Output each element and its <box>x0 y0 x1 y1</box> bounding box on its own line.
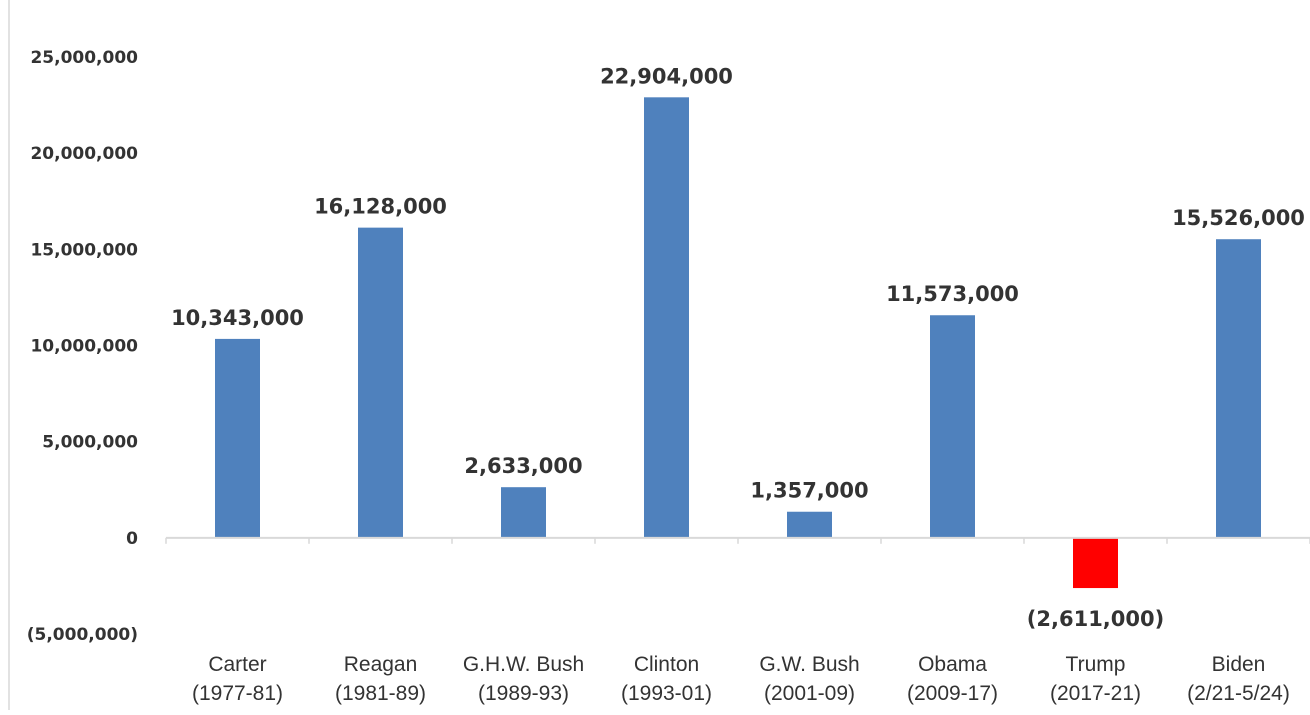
y-tick-label: 0 <box>126 529 138 549</box>
data-label: 2,633,000 <box>464 454 582 478</box>
x-tick-label: G.W. Bush (2001-09) <box>759 653 859 705</box>
x-tick-label: Clinton (1993-01) <box>621 653 712 705</box>
y-axis-ticks: 25,000,000 20,000,000 15,000,000 10,000,000… <box>27 48 138 645</box>
bar <box>1216 239 1261 538</box>
x-tick-label: Trump (2017-21) <box>1050 653 1141 705</box>
bar <box>1073 537 1118 589</box>
bar <box>644 97 689 538</box>
bars <box>215 97 1261 589</box>
data-label: 11,573,000 <box>886 282 1019 306</box>
x-tick-label: Biden (2/21-5/24) <box>1187 653 1290 705</box>
bar <box>930 315 975 538</box>
x-tick-label: Reagan (1981-89) <box>335 653 426 705</box>
x-axis <box>165 536 1310 544</box>
data-label: 16,128,000 <box>314 195 447 219</box>
bar <box>358 227 403 538</box>
data-label: 22,904,000 <box>600 64 733 88</box>
y-tick-label: (5,000,000) <box>27 625 138 645</box>
x-tick-label: G.H.W. Bush (1989-93) <box>463 653 584 705</box>
y-tick-label: 20,000,000 <box>30 144 138 164</box>
bar <box>501 487 546 538</box>
bar <box>215 338 260 538</box>
bar <box>787 511 832 538</box>
y-tick-label: 5,000,000 <box>42 433 138 453</box>
y-tick-label: 15,000,000 <box>30 240 138 260</box>
x-tick-label: Obama (2009-17) <box>907 653 998 705</box>
data-labels: 10,343,000 16,128,000 2,633,000 22,904,000 1… <box>171 64 1305 631</box>
data-label: 1,357,000 <box>750 479 868 503</box>
x-axis-ticks: Carter (1977-81) Reagan (1981-89) G.H.W. Bus… <box>192 653 1290 705</box>
x-tick-label: Carter (1977-81) <box>192 653 283 705</box>
data-label: (2,611,000) <box>1027 607 1164 631</box>
data-label: 15,526,000 <box>1172 206 1305 230</box>
y-tick-label: 10,000,000 <box>30 337 138 357</box>
data-label: 10,343,000 <box>171 306 304 330</box>
y-tick-label: 25,000,000 <box>30 48 138 68</box>
